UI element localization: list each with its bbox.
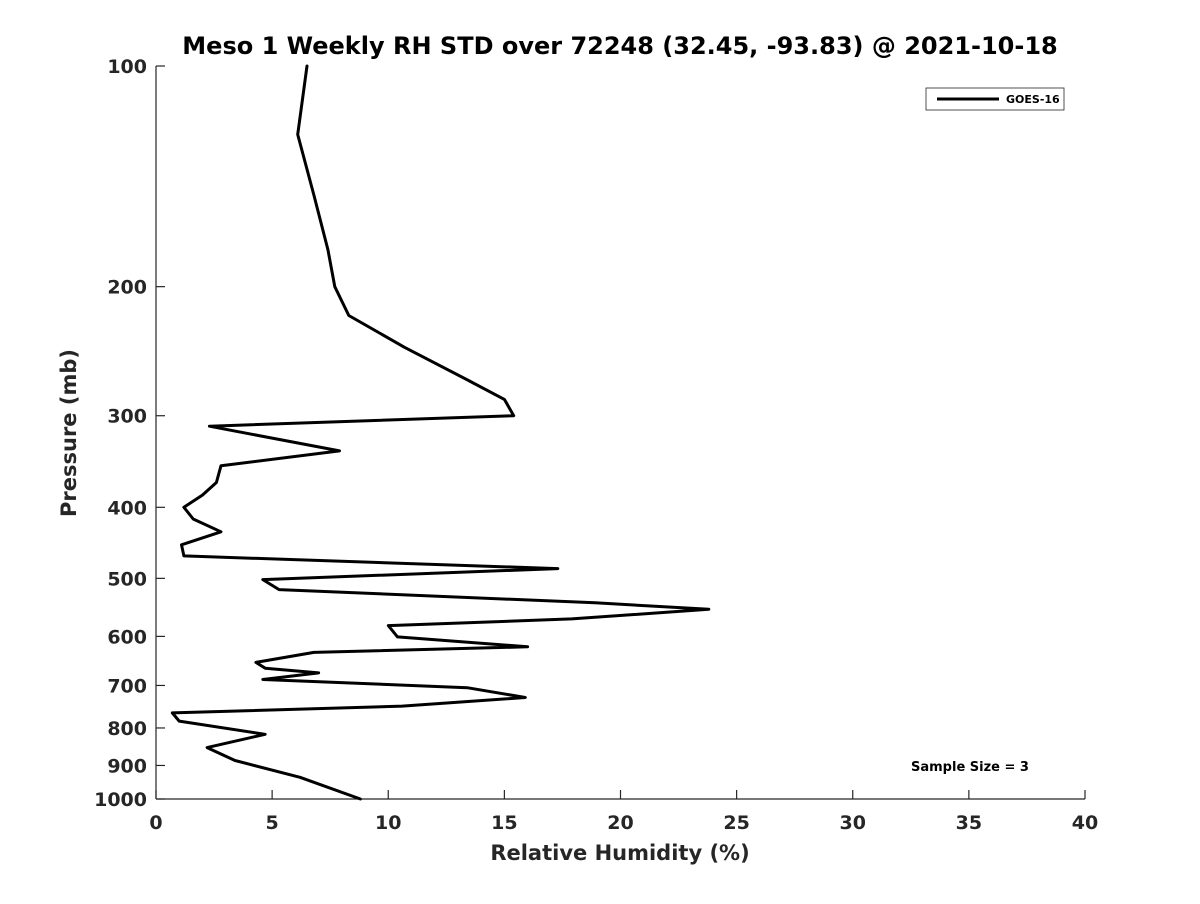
y-tick-label-4: 500 (107, 568, 147, 590)
y-tick-label-1: 200 (107, 277, 147, 299)
x-tick-label-8: 40 (1072, 812, 1098, 834)
x-tick-label-5: 25 (723, 812, 749, 834)
series-layer (170, 64, 711, 801)
x-tick-label-4: 20 (607, 812, 633, 834)
y-tick-label-9: 1000 (94, 789, 147, 811)
x-tick-label-6: 30 (840, 812, 866, 834)
y-tick-label-5: 600 (107, 626, 147, 648)
chart-title: Meso 1 Weekly RH STD over 72248 (32.45, … (182, 32, 1057, 60)
x-tick-label-7: 35 (956, 812, 982, 834)
y-tick-label-6: 700 (107, 675, 147, 697)
y-tick-label-8: 900 (107, 755, 147, 777)
legend-label-goes-16: GOES-16 (1006, 93, 1060, 106)
y-tick-label-0: 100 (107, 56, 147, 78)
x-tick-label-0: 0 (149, 812, 162, 834)
y-tick-label-3: 400 (107, 497, 147, 519)
x-tick-label-3: 15 (491, 812, 517, 834)
y-ticks: 100 200 300 400 500 600 700 800 900 1000 (94, 56, 165, 811)
y-tick-label-7: 800 (107, 718, 147, 740)
x-tick-label-2: 10 (375, 812, 401, 834)
y-tick-label-2: 300 (107, 406, 147, 428)
series-line-goes-16 (170, 64, 711, 801)
legend: GOES-16 (925, 87, 1065, 111)
x-ticks: 0 5 10 15 20 25 30 35 40 (149, 790, 1098, 834)
y-axis-label: Pressure (mb) (57, 349, 81, 517)
x-axis-label: Relative Humidity (%) (490, 841, 749, 865)
sample-size-annotation: Sample Size = 3 (911, 760, 1029, 775)
x-tick-label-1: 5 (266, 812, 279, 834)
